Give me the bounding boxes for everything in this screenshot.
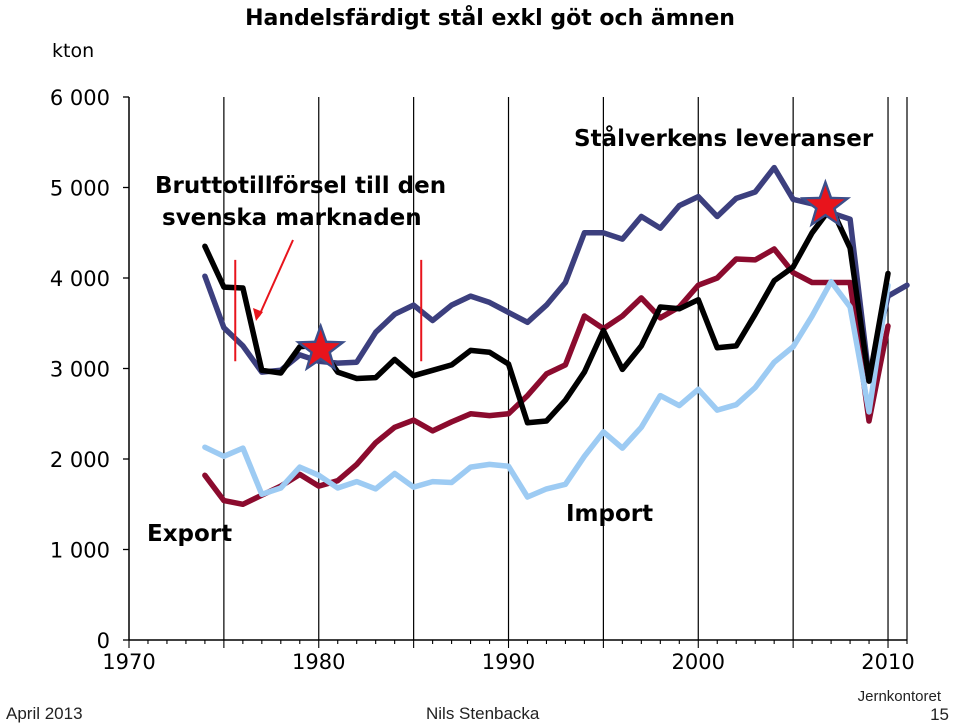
- chart-title: Handelsfärdigt stål exkl göt och ämnen: [245, 5, 735, 31]
- series-line-import: [202, 278, 891, 500]
- y-tick-label: 4 000: [50, 267, 110, 291]
- series-line-bruttotillf-rsel-till-den-svenska-marknaden: [202, 204, 891, 426]
- y-tick-label: 3 000: [50, 358, 110, 382]
- x-ticks: 1970 1980 1990 2000 2010: [102, 640, 915, 674]
- y-tick-label: 6 000: [50, 86, 110, 110]
- annotation-leveranser: Stålverkens leveranser: [574, 125, 874, 152]
- series-line-export: [202, 246, 891, 508]
- footer-author: Nils Stenbacka: [426, 704, 540, 723]
- x-tick-label: 2000: [672, 650, 725, 674]
- x-tick-label: 1990: [482, 650, 535, 674]
- x-tick-label: 2010: [861, 650, 914, 674]
- grid: [223, 97, 889, 640]
- footer-page: 15: [930, 705, 949, 724]
- x-tick-label: 1970: [102, 650, 155, 674]
- x-tick-label: 1980: [292, 650, 345, 674]
- annotation-brutto-line2: svenska marknaden: [162, 205, 422, 231]
- footer-date: April 2013: [6, 704, 83, 723]
- reference-lines: [234, 259, 423, 362]
- y-tick-label: 1 000: [50, 539, 110, 563]
- y-tick-label: 0: [97, 629, 110, 653]
- annotation-export: Export: [147, 521, 232, 547]
- chart: Handelsfärdigt stål exkl göt och ämnen k…: [50, 5, 915, 674]
- annotation-import: Import: [566, 501, 653, 527]
- y-ticks: 0 1 000 2 000 3 000 4 000 5 000 6 000: [50, 86, 129, 653]
- series-line-st-lverkens-leveranser: [202, 164, 910, 381]
- star-markers: [295, 178, 852, 372]
- annotation-arrow: [258, 239, 294, 317]
- footer-org: Jernkontoret: [857, 688, 941, 705]
- star-marker: [806, 185, 845, 222]
- y-tick-label: 2 000: [50, 448, 110, 472]
- star-marker: [301, 329, 340, 366]
- y-axis-label: kton: [52, 40, 94, 62]
- y-tick-label: 5 000: [50, 177, 110, 201]
- annotation-arrowhead: [253, 308, 263, 321]
- annotation-brutto-line1: Bruttotillförsel till den: [155, 173, 446, 199]
